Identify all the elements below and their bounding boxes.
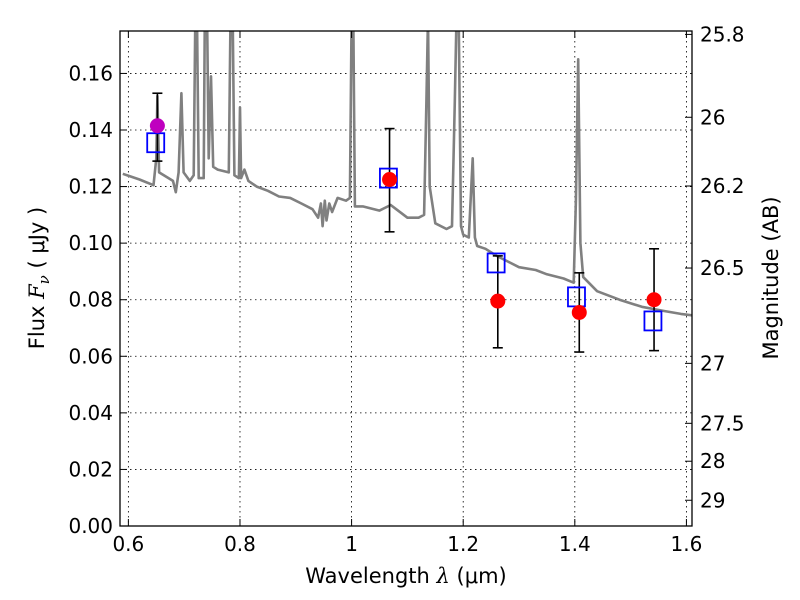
y2-tick-label: 26 — [700, 105, 725, 129]
x-tick-label: 1.4 — [559, 532, 591, 556]
y-tick-label: 0.06 — [68, 344, 113, 368]
y2-tick-label: 29 — [700, 488, 725, 512]
y-tick-label: 0.00 — [68, 514, 113, 538]
plot-area — [122, 31, 692, 353]
y2-tick-label: 25.8 — [700, 22, 745, 46]
x-tick-label: 0.8 — [224, 532, 256, 556]
observed-flux-point — [149, 118, 165, 134]
y-tick-label: 0.14 — [68, 118, 113, 142]
y2-tick-label: 26.2 — [700, 174, 745, 198]
y2-tick-label: 27 — [700, 351, 725, 375]
plot-frame — [119, 30, 693, 527]
model-photometry-square — [643, 310, 663, 332]
observed-flux-point — [646, 292, 662, 308]
spectrum-line — [122, 31, 692, 317]
y-tick-label: 0.16 — [68, 61, 113, 85]
x-tick-label: 1.2 — [447, 532, 479, 556]
y-tick-label: 0.02 — [68, 457, 113, 481]
observed-flux-point — [382, 172, 398, 187]
observed-flux-point — [571, 304, 587, 320]
x-tick-label: 1.6 — [671, 532, 703, 556]
y2-tick-label: 27.5 — [700, 411, 745, 435]
y2-axis-label: Magnitude (AB) — [759, 196, 783, 359]
y-axis-label: Flux Fν ( μJy ) — [25, 207, 53, 349]
x-tick-label: 1 — [345, 532, 358, 556]
y2-tick-label: 28 — [700, 449, 725, 473]
model-photometry-square — [486, 252, 506, 274]
model-photometry-square — [146, 132, 166, 154]
y-tick-label: 0.10 — [68, 231, 113, 255]
y-tick-label: 0.08 — [68, 288, 113, 312]
y-tick-label: 0.04 — [68, 401, 113, 425]
observed-flux-point — [490, 293, 506, 309]
x-axis-label: Wavelength λ (μm) — [305, 564, 506, 588]
y-tick-label: 0.12 — [68, 175, 113, 199]
model-photometry-square — [379, 167, 398, 189]
y2-tick-label: 26.5 — [700, 256, 745, 280]
x-tick-label: 0.6 — [112, 532, 144, 556]
